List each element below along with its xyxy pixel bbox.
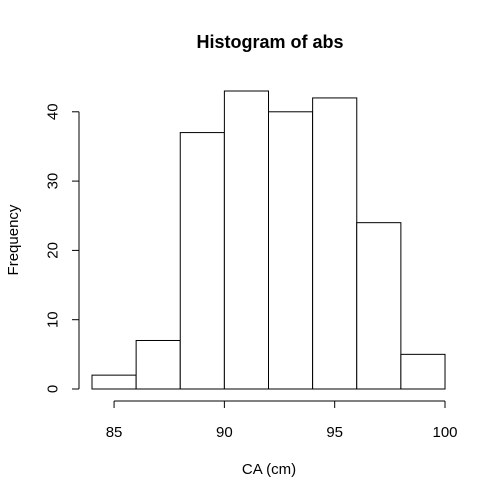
histogram-bar-3 (180, 133, 224, 389)
y-tick-label: 40 (45, 103, 62, 120)
x-tick-label: 100 (432, 424, 457, 441)
histogram-bar-5 (269, 112, 313, 389)
x-tick-label: 90 (216, 424, 233, 441)
x-tick-label: 95 (326, 424, 343, 441)
y-tick-label: 30 (45, 173, 62, 190)
histogram-bar-6 (313, 98, 357, 389)
x-axis-title: CA (cm) (242, 461, 296, 478)
y-tick-label: 10 (45, 311, 62, 328)
chart-title: Histogram of abs (196, 32, 343, 52)
histogram-bar-7 (357, 223, 401, 389)
histogram-bar-2 (136, 340, 180, 389)
histogram-bar-4 (224, 91, 268, 389)
y-tick-label: 0 (45, 385, 62, 393)
x-tick-label: 85 (106, 424, 123, 441)
x-axis: 85 90 95 100 (106, 401, 458, 441)
bars-group (92, 91, 445, 389)
y-axis-title: Frequency (5, 204, 22, 275)
y-tick-label: 20 (45, 242, 62, 259)
histogram-bar-8 (401, 354, 445, 389)
y-axis: 0 10 20 30 40 (45, 103, 80, 393)
histogram-bar-1 (92, 375, 136, 389)
